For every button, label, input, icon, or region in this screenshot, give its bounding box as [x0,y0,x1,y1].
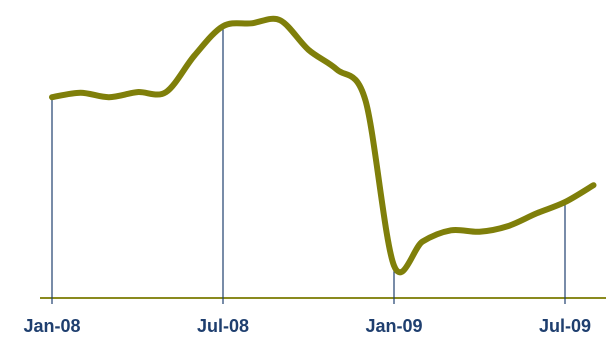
x-tick-label: Jul-09 [539,316,591,336]
x-tick-label: Jan-08 [23,316,80,336]
x-tick-labels: Jan-08 Jul-08 Jan-09 Jul-09 [23,316,591,336]
x-tick-label: Jul-08 [197,316,249,336]
series-line [49,15,597,276]
x-tick-label: Jan-09 [365,316,422,336]
x-tick-marks [51,298,566,304]
drop-lines [51,26,566,298]
